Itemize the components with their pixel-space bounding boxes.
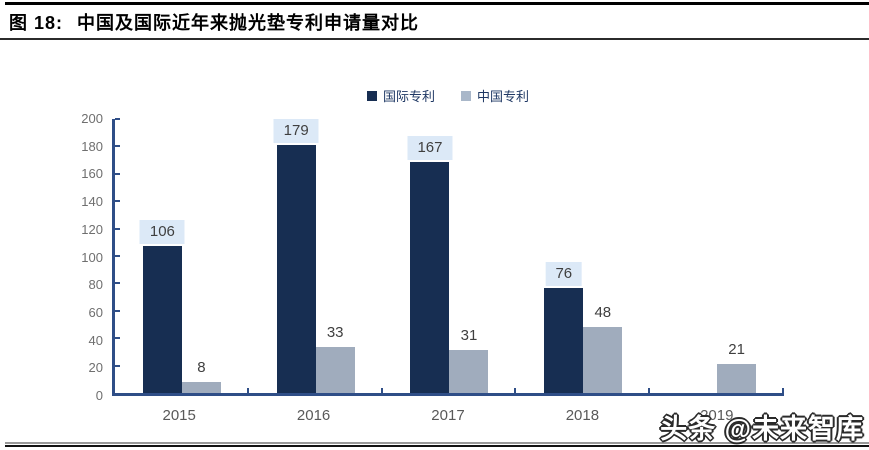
y-axis-tick-label: 80 — [88, 277, 103, 293]
y-axis-tick — [115, 200, 120, 203]
bar-international: 179 — [273, 119, 319, 393]
value-label: 33 — [326, 324, 344, 342]
plot-area: 106 8 179 33 167 31 76 48 21 — [112, 118, 784, 396]
bar-group-2018: 76 48 — [516, 119, 650, 393]
legend-swatch-icon — [366, 90, 377, 101]
y-axis-tick-label: 0 — [95, 388, 103, 403]
figure-bottom-border — [5, 445, 869, 447]
value-label: 21 — [728, 340, 745, 358]
value-label: 167 — [407, 135, 453, 160]
bar-china: 21 — [717, 341, 757, 393]
y-axis-tick — [115, 309, 120, 312]
y-axis-tick-label: 200 — [81, 111, 103, 126]
figure-top-border — [5, 2, 869, 5]
x-axis-label: 2017 — [431, 407, 465, 424]
bar-china: 33 — [315, 324, 355, 393]
bar-group-2019: 21 — [650, 119, 784, 393]
legend-label: 中国专利 — [477, 89, 530, 104]
bar-china: 48 — [583, 304, 623, 393]
title-underline — [0, 38, 869, 40]
value-label: 48 — [594, 303, 612, 321]
chart-legend: 国际专利 中国专利 — [112, 86, 784, 105]
figure-title-text: 中国及国际近年来抛光垫专利申请量对比 — [77, 13, 420, 33]
y-axis-tick — [115, 227, 120, 230]
y-axis-tick-label: 20 — [88, 360, 103, 376]
y-axis-tick — [115, 118, 120, 120]
x-axis-label: 2016 — [296, 407, 331, 424]
bar-group-2015: 106 8 — [115, 119, 249, 393]
y-axis-tick — [115, 364, 120, 367]
y-axis-tick — [115, 172, 120, 175]
y-axis-tick-label: 180 — [81, 138, 103, 154]
bar-group-2016: 179 33 — [249, 119, 383, 393]
y-axis-tick-label: 40 — [88, 332, 103, 348]
y-axis-tick — [115, 255, 120, 257]
x-axis-tick — [648, 388, 651, 393]
x-axis-tick — [782, 388, 784, 393]
legend-item: 国际专利 — [366, 86, 435, 105]
bar-china: 31 — [449, 327, 489, 393]
bar-group-2017: 167 31 — [383, 119, 517, 393]
figure-title: 图 18: 中国及国际近年来抛光垫专利申请量对比 — [9, 9, 419, 35]
x-axis-tick — [380, 388, 383, 393]
y-axis-tick — [115, 145, 120, 148]
y-axis-tick — [115, 337, 120, 340]
y-axis-tick-label: 140 — [81, 194, 103, 210]
bar-international: 76 — [544, 261, 584, 393]
value-label: 106 — [139, 220, 185, 245]
value-label: 76 — [545, 261, 583, 286]
bar-china: 8 — [181, 359, 221, 393]
value-label: 8 — [197, 358, 206, 376]
y-axis-tick-label: 120 — [81, 221, 103, 237]
bar-international: 106 — [139, 220, 185, 393]
legend-swatch-icon — [461, 90, 471, 101]
x-axis-label: 2018 — [565, 407, 600, 424]
y-axis-tick-label: 160 — [81, 166, 103, 182]
x-axis-label: 2019 — [700, 407, 734, 424]
y-axis-tick — [115, 282, 120, 285]
value-label: 31 — [460, 327, 478, 345]
x-axis-label: 2015 — [162, 407, 196, 424]
figure-number-label: 图 18: — [9, 13, 64, 33]
x-axis-tick — [246, 388, 249, 393]
x-axis-tick — [514, 388, 517, 393]
value-label: 179 — [273, 119, 319, 144]
watermark: 头条 @未来智库 — [660, 414, 864, 444]
bar-international: 167 — [407, 135, 453, 393]
legend-item: 中国专利 — [461, 86, 529, 105]
y-axis-tick-label: 100 — [81, 249, 103, 265]
bar-chart: 106 8 179 33 167 31 76 48 21 0 20 40 60 80 100 120 140 1… — [81, 111, 784, 424]
y-axis-tick-label: 60 — [88, 304, 103, 320]
legend-label: 国际专利 — [382, 89, 435, 104]
